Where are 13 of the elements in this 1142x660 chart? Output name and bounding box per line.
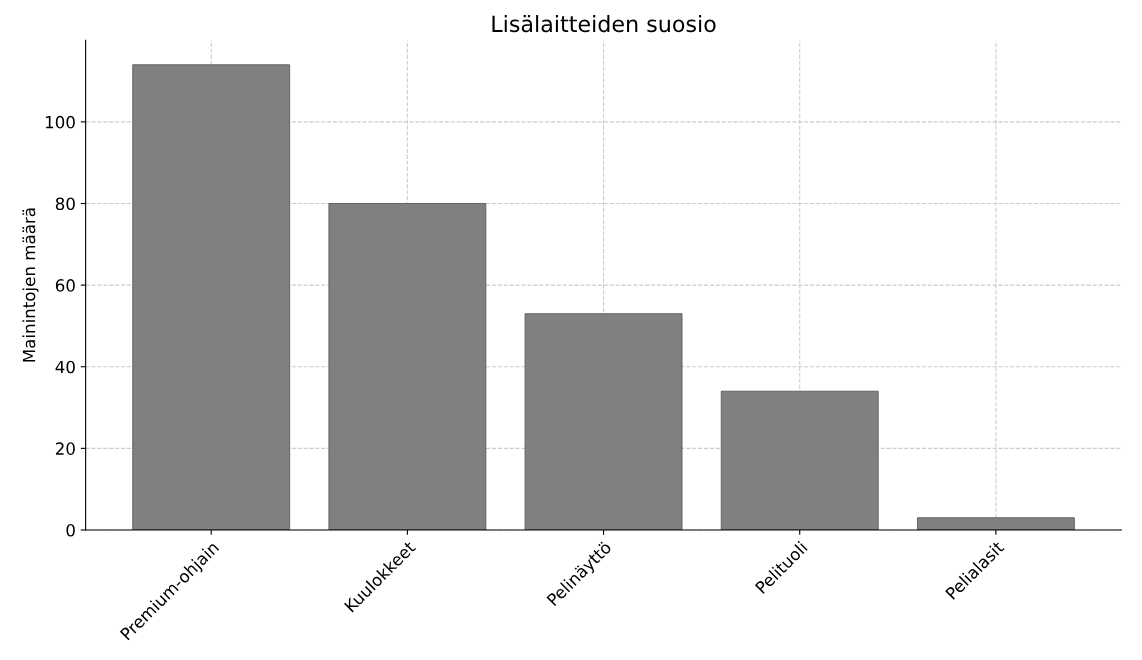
- y-axis-title: Mainintojen määrä: [22, 208, 39, 362]
- bar: [720, 390, 879, 530]
- y-tick-label: 100: [45, 115, 75, 129]
- bar: [917, 517, 1075, 530]
- bar: [328, 203, 487, 530]
- y-tick-label: 60: [55, 279, 75, 292]
- bar: [132, 64, 291, 530]
- chart-title: Lisälaitteiden suosio: [492, 15, 716, 33]
- y-tick-label: 40: [55, 360, 75, 374]
- y-tick-label: 20: [55, 442, 75, 455]
- y-tick-label: 0: [66, 523, 75, 537]
- y-tick-label: 80: [55, 197, 75, 211]
- bar: [524, 313, 683, 530]
